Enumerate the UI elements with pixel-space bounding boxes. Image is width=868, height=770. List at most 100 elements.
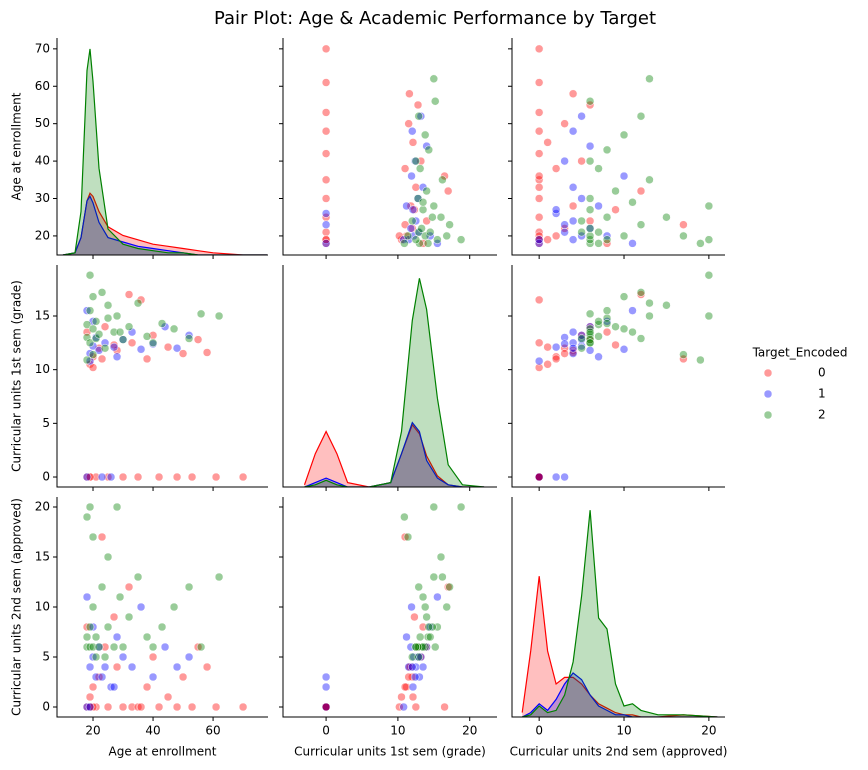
scatter-point [142,632,152,642]
scatter-point [321,672,331,682]
scatter-point [534,194,544,203]
scatter-point [172,662,182,672]
scatter-point [594,317,603,326]
scatter-point [433,592,442,602]
scatter-point [85,502,95,512]
scatter-point [160,322,170,331]
scatter-point [85,270,95,280]
x-tick-label: 20 [701,724,716,738]
scatter-point [534,356,544,366]
scatter-point [154,702,164,712]
scatter-point [109,682,119,692]
scatter-point [202,348,212,357]
scatter-point [551,354,561,364]
axis-spine [282,38,497,256]
scatter-point [560,349,569,358]
scatter-point [88,532,98,542]
x-tick-label: 60 [205,724,220,738]
scatter-point [407,171,416,181]
scatter-point [109,642,119,652]
scatter-point [585,338,595,348]
scatter-point [399,702,408,712]
scatter-point [619,130,629,140]
scatter-point [211,702,221,712]
scatter-point [594,164,603,173]
scatter-point [127,338,137,348]
scatter-point [568,346,578,355]
kde-line [521,672,718,717]
scatter-point [411,702,421,712]
scatter-point [704,201,714,211]
scatter-point [594,239,603,248]
scatter-point [551,231,561,241]
scatter-point [456,502,466,512]
scatter-point [103,622,113,632]
scatter-point [560,227,569,237]
kde-line [522,510,718,717]
scatter-point [85,622,95,632]
scatter-point [662,301,671,310]
kde-line [62,48,268,255]
scatter-point [438,572,447,582]
scatter-point [133,472,143,482]
scatter-point [400,532,410,542]
scatter-point [560,339,569,349]
scatter-point [88,702,98,712]
y-tick-label: 0 [42,470,50,484]
scatter-point [442,231,451,241]
scatter-point [408,205,418,214]
scatter-point [94,642,104,652]
scatter-point [436,552,446,562]
scatter-point [594,352,603,362]
scatter-point [594,227,603,237]
x-tick-label: 0 [322,724,330,738]
scatter-point [602,327,612,337]
scatter-point [585,96,595,106]
scatter-point [109,340,119,350]
scatter-point [679,231,688,241]
scatter-point [100,662,110,672]
scatter-point [534,363,544,372]
scatter-point [611,340,620,350]
scatter-point [133,298,143,308]
scatter-point [91,672,101,682]
scatter-point [534,227,544,237]
scatter-point [456,235,466,244]
scatter-point [619,345,629,354]
scatter-point [560,119,569,128]
scatter-point [577,343,586,353]
x-tick-label: 10 [616,724,631,738]
scatter-point [619,324,629,334]
scatter-point [585,333,595,342]
scatter-point [543,342,552,352]
scatter-point [534,239,544,248]
scatter-point [88,652,98,662]
scatter-point [602,317,612,326]
scatter-point [645,298,654,308]
scatter-point [118,472,128,482]
scatter-point [534,126,544,136]
scatter-point [704,270,714,280]
scatter-point [321,702,331,712]
scatter-point [534,472,544,482]
scatter-point [577,216,586,226]
scatter-point [88,324,98,334]
scatter-point [214,572,224,582]
axis-spine [282,265,497,488]
scatter-point [82,592,92,602]
scatter-point [405,89,414,98]
scatter-point [568,338,578,348]
scatter-point [238,472,248,482]
scatter-point [568,183,578,192]
scatter-point [82,472,92,482]
panel [321,502,466,712]
scatter-point [551,209,561,218]
scatter-point [193,335,203,344]
scatter-point [82,333,92,342]
scatter-point [534,108,544,117]
scatter-point [428,622,437,632]
legend-title: Target_Encoded [752,346,848,360]
scatter-point [202,662,212,672]
scatter-point [619,292,629,301]
